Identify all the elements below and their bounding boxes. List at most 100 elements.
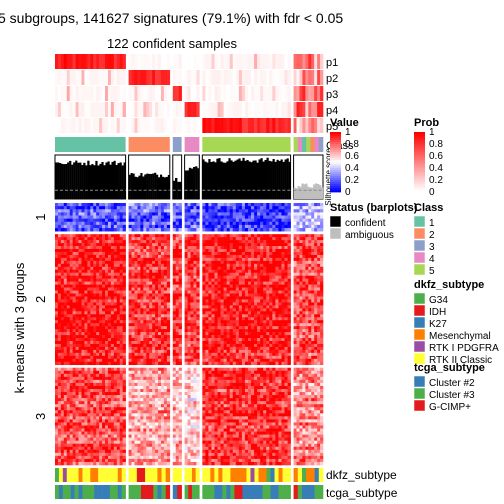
heatmap-cell: [263, 355, 267, 360]
heatmap-cell: [128, 326, 132, 330]
prob-cell: [320, 70, 324, 85]
heatmap-cell: [269, 272, 273, 277]
heatmap-cell: [99, 293, 103, 297]
heatmap-cell: [113, 299, 118, 303]
heatmap-cell: [99, 246, 103, 250]
heatmap-cell: [247, 323, 252, 327]
heatmap-cell: [193, 343, 197, 348]
heatmap-cell: [152, 361, 156, 366]
heatmap-cell: [251, 203, 255, 207]
heatmap-cell: [187, 361, 191, 366]
heatmap-cell: [284, 278, 288, 282]
heatmap-cell: [208, 246, 212, 250]
heatmap-cell: [244, 221, 249, 226]
heatmap-cell: [146, 290, 150, 294]
heatmap-cell: [60, 272, 65, 277]
heatmap-cell: [214, 237, 218, 241]
heatmap-cell: [208, 234, 212, 238]
heatmap-cell: [175, 237, 179, 241]
heatmap-cell: [122, 221, 126, 226]
heatmap-cell: [163, 240, 168, 244]
heatmap-cell: [238, 338, 243, 342]
heatmap-cell: [146, 275, 150, 279]
heatmap-cell: [263, 240, 267, 244]
heatmap-cell: [110, 203, 115, 207]
heatmap-cell: [84, 311, 88, 315]
prob-cell: [140, 86, 144, 101]
heatmap-cell: [232, 343, 237, 348]
heatmap-cell: [241, 287, 246, 291]
silhouette-bar: [222, 162, 225, 199]
heatmap-cell: [81, 335, 85, 339]
heatmap-cell: [223, 343, 227, 348]
heatmap-cell: [251, 248, 255, 253]
heatmap-cell: [107, 335, 112, 339]
heatmap-cell: [90, 209, 94, 213]
heatmap-cell: [305, 305, 309, 309]
heatmap-cell: [260, 358, 264, 363]
silhouette-bar: [270, 161, 273, 199]
heatmap-cell: [247, 352, 252, 357]
heatmap-cell: [119, 296, 123, 300]
heatmap-cell: [178, 355, 182, 360]
heatmap-cell: [208, 296, 212, 300]
heatmap-cell: [251, 293, 255, 297]
heatmap-cell: [214, 349, 218, 354]
heatmap-cell: [235, 224, 240, 229]
heatmap-cell: [226, 293, 231, 297]
heatmap-cell: [143, 206, 147, 210]
heatmap-cell: [193, 352, 197, 357]
heatmap-cell: [134, 299, 138, 303]
heatmap-cell: [269, 317, 273, 321]
prob-cell: [178, 102, 182, 117]
heatmap-cell: [81, 243, 85, 247]
heatmap-cell: [229, 240, 234, 244]
heatmap-cell: [155, 349, 159, 354]
heatmap-cell: [272, 317, 276, 321]
heatmap-cell: [241, 278, 246, 282]
heatmap-cell: [66, 340, 71, 345]
heatmap-cell: [116, 203, 121, 207]
heatmap-cell: [260, 332, 264, 336]
heatmap-cell: [308, 221, 312, 226]
prob-cell: [244, 118, 249, 133]
heatmap-cell: [269, 243, 273, 247]
heatmap-cell: [299, 329, 303, 333]
heatmap-cell: [299, 228, 303, 232]
prob-cell: [66, 102, 71, 117]
heatmap-cell: [190, 355, 194, 360]
heatmap-cell: [296, 248, 300, 253]
heatmap-cell: [314, 281, 318, 285]
heatmap-cell: [205, 323, 209, 327]
heatmap-cell: [214, 263, 218, 268]
heatmap-cell: [220, 234, 224, 238]
heatmap-cell: [178, 254, 182, 259]
heatmap-cell: [278, 320, 282, 324]
heatmap-cell: [60, 308, 65, 312]
prob-cell: [308, 118, 312, 133]
heatmap-cell: [272, 266, 276, 271]
heatmap-cell: [202, 212, 206, 216]
heatmap-cell: [57, 305, 62, 309]
heatmap-cell: [190, 266, 194, 271]
heatmap-cell: [160, 228, 165, 232]
heatmap-cell: [81, 228, 85, 232]
heatmap-cell: [269, 343, 273, 348]
heatmap-cell: [175, 266, 179, 271]
heatmap-cell: [269, 323, 273, 327]
heatmap-cell: [140, 254, 144, 259]
heatmap-cell: [152, 326, 156, 330]
heatmap-cell: [229, 305, 234, 309]
heatmap-cell: [102, 221, 106, 226]
heatmap-cell: [235, 248, 240, 253]
silhouette-bar: [63, 164, 66, 199]
heatmap-cell: [202, 355, 206, 360]
heatmap-cell: [63, 251, 68, 256]
heatmap-cell: [137, 349, 141, 354]
heatmap-cell: [187, 203, 191, 207]
prob-cell: [99, 102, 103, 117]
heatmap-cell: [187, 293, 191, 297]
heatmap-cell: [140, 311, 144, 315]
heatmap-cell: [281, 340, 285, 345]
prob-cell: [172, 70, 177, 85]
